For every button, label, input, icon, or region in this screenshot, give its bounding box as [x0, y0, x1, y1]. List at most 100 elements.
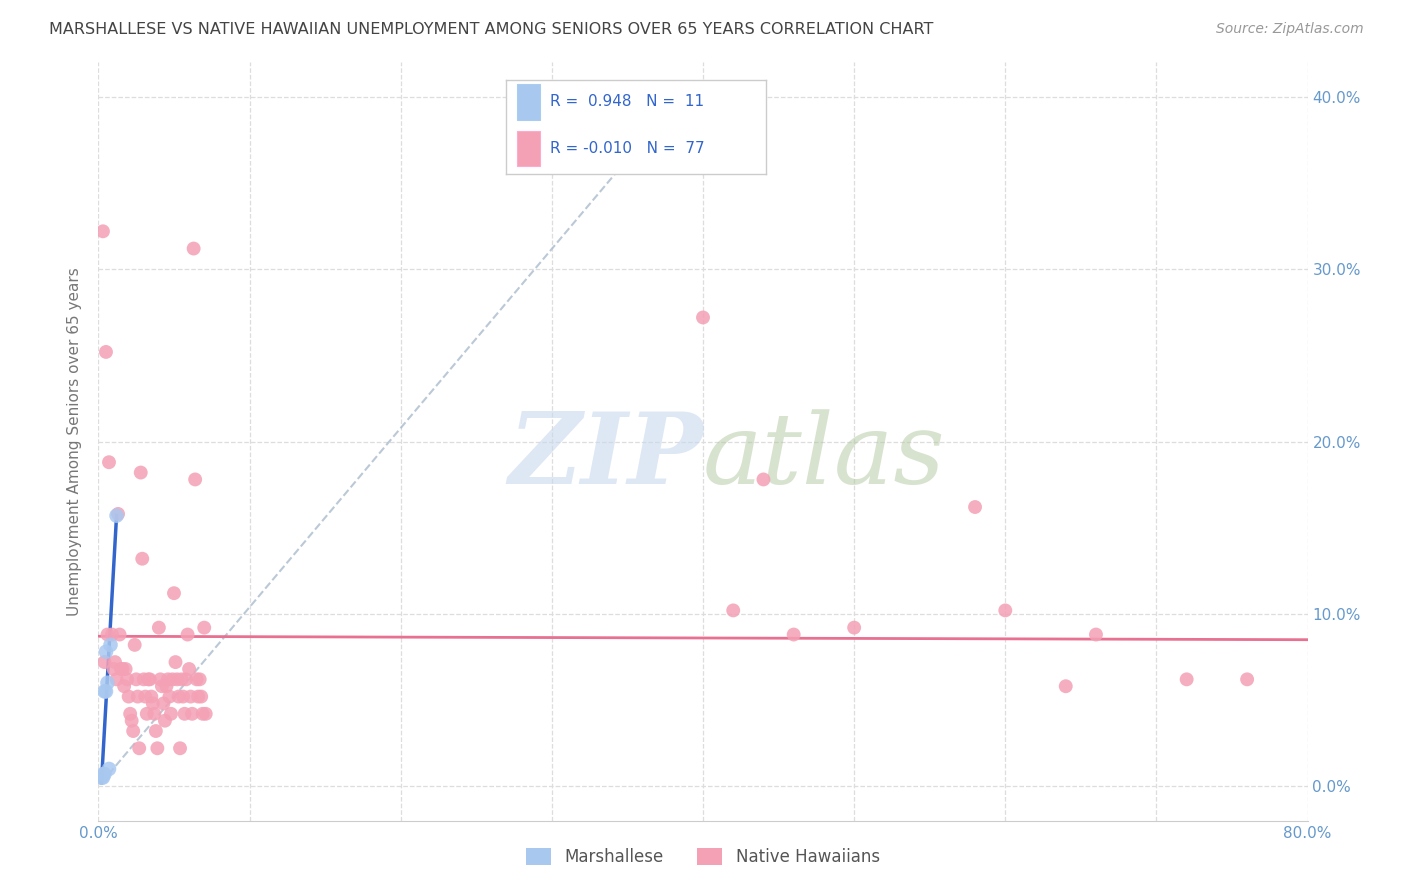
Point	[93, 684, 115, 698]
Point	[148, 621, 170, 635]
Text: atlas: atlas	[703, 409, 946, 504]
Point	[150, 679, 173, 693]
Point	[103, 662, 125, 676]
Point	[94, 684, 117, 698]
Point	[100, 638, 122, 652]
Point	[94, 345, 117, 359]
Point	[994, 603, 1017, 617]
Point	[1236, 673, 1258, 687]
Point	[179, 662, 201, 676]
Point	[124, 638, 146, 652]
Point	[108, 627, 131, 641]
Point	[125, 673, 148, 687]
Legend: Marshallese, Native Hawaiians: Marshallese, Native Hawaiians	[520, 841, 886, 873]
Point	[145, 724, 167, 739]
Text: Source: ZipAtlas.com: Source: ZipAtlas.com	[1216, 22, 1364, 37]
Point	[94, 645, 117, 659]
Point	[1054, 679, 1077, 693]
Point	[193, 621, 215, 635]
Point	[173, 706, 195, 721]
Point	[129, 466, 152, 480]
Point	[160, 706, 183, 721]
Point	[194, 706, 217, 721]
Point	[120, 706, 142, 721]
Point	[105, 673, 128, 687]
Point	[191, 706, 214, 721]
Point	[139, 673, 162, 687]
Point	[111, 662, 134, 676]
Point	[965, 500, 987, 514]
Point	[188, 673, 211, 687]
Point	[91, 767, 114, 781]
Point	[170, 673, 193, 687]
Point	[163, 586, 186, 600]
Point	[128, 741, 150, 756]
Text: R = -0.010   N =  77: R = -0.010 N = 77	[550, 141, 704, 156]
Point	[127, 690, 149, 704]
Point	[1175, 673, 1198, 687]
Point	[174, 673, 197, 687]
Point	[115, 673, 138, 687]
Point	[90, 771, 112, 785]
Point	[110, 662, 132, 676]
Point	[167, 690, 190, 704]
Text: ZIP: ZIP	[508, 409, 703, 505]
Bar	[516, 84, 540, 120]
Point	[131, 551, 153, 566]
Point	[162, 673, 184, 687]
Point	[98, 455, 121, 469]
Bar	[516, 131, 540, 167]
Point	[91, 771, 114, 785]
Point	[96, 675, 118, 690]
Point	[112, 679, 135, 693]
Point	[93, 767, 115, 781]
Point	[153, 714, 176, 728]
Point	[169, 741, 191, 756]
Point	[122, 724, 145, 739]
Point	[101, 627, 124, 641]
Point	[783, 627, 806, 641]
Point	[114, 662, 136, 676]
Point	[143, 706, 166, 721]
Point	[132, 673, 155, 687]
Point	[98, 762, 121, 776]
Point	[181, 706, 204, 721]
Point	[121, 714, 143, 728]
Point	[176, 627, 198, 641]
Point	[152, 697, 174, 711]
Point	[184, 473, 207, 487]
Point	[172, 690, 194, 704]
Point	[159, 690, 181, 704]
Point	[183, 242, 205, 256]
Point	[146, 741, 169, 756]
Point	[135, 706, 157, 721]
Point	[136, 673, 159, 687]
Point	[844, 621, 866, 635]
Point	[165, 655, 187, 669]
Point	[141, 690, 163, 704]
Point	[190, 690, 212, 704]
Point	[142, 697, 165, 711]
Point	[149, 673, 172, 687]
Point	[156, 673, 179, 687]
Point	[186, 673, 208, 687]
Point	[180, 690, 202, 704]
Point	[723, 603, 745, 617]
Point	[166, 673, 188, 687]
Point	[107, 507, 129, 521]
Point	[93, 655, 115, 669]
Point	[134, 690, 156, 704]
Point	[91, 224, 114, 238]
Point	[187, 690, 209, 704]
Text: MARSHALLESE VS NATIVE HAWAIIAN UNEMPLOYMENT AMONG SENIORS OVER 65 YEARS CORRELAT: MARSHALLESE VS NATIVE HAWAIIAN UNEMPLOYM…	[49, 22, 934, 37]
Y-axis label: Unemployment Among Seniors over 65 years: Unemployment Among Seniors over 65 years	[67, 268, 83, 615]
Point	[692, 310, 714, 325]
Point	[752, 473, 775, 487]
Point	[105, 508, 128, 523]
Point	[1085, 627, 1108, 641]
Text: R =  0.948   N =  11: R = 0.948 N = 11	[550, 95, 704, 110]
Point	[155, 679, 177, 693]
Point	[118, 690, 141, 704]
Point	[104, 655, 127, 669]
Point	[96, 627, 118, 641]
